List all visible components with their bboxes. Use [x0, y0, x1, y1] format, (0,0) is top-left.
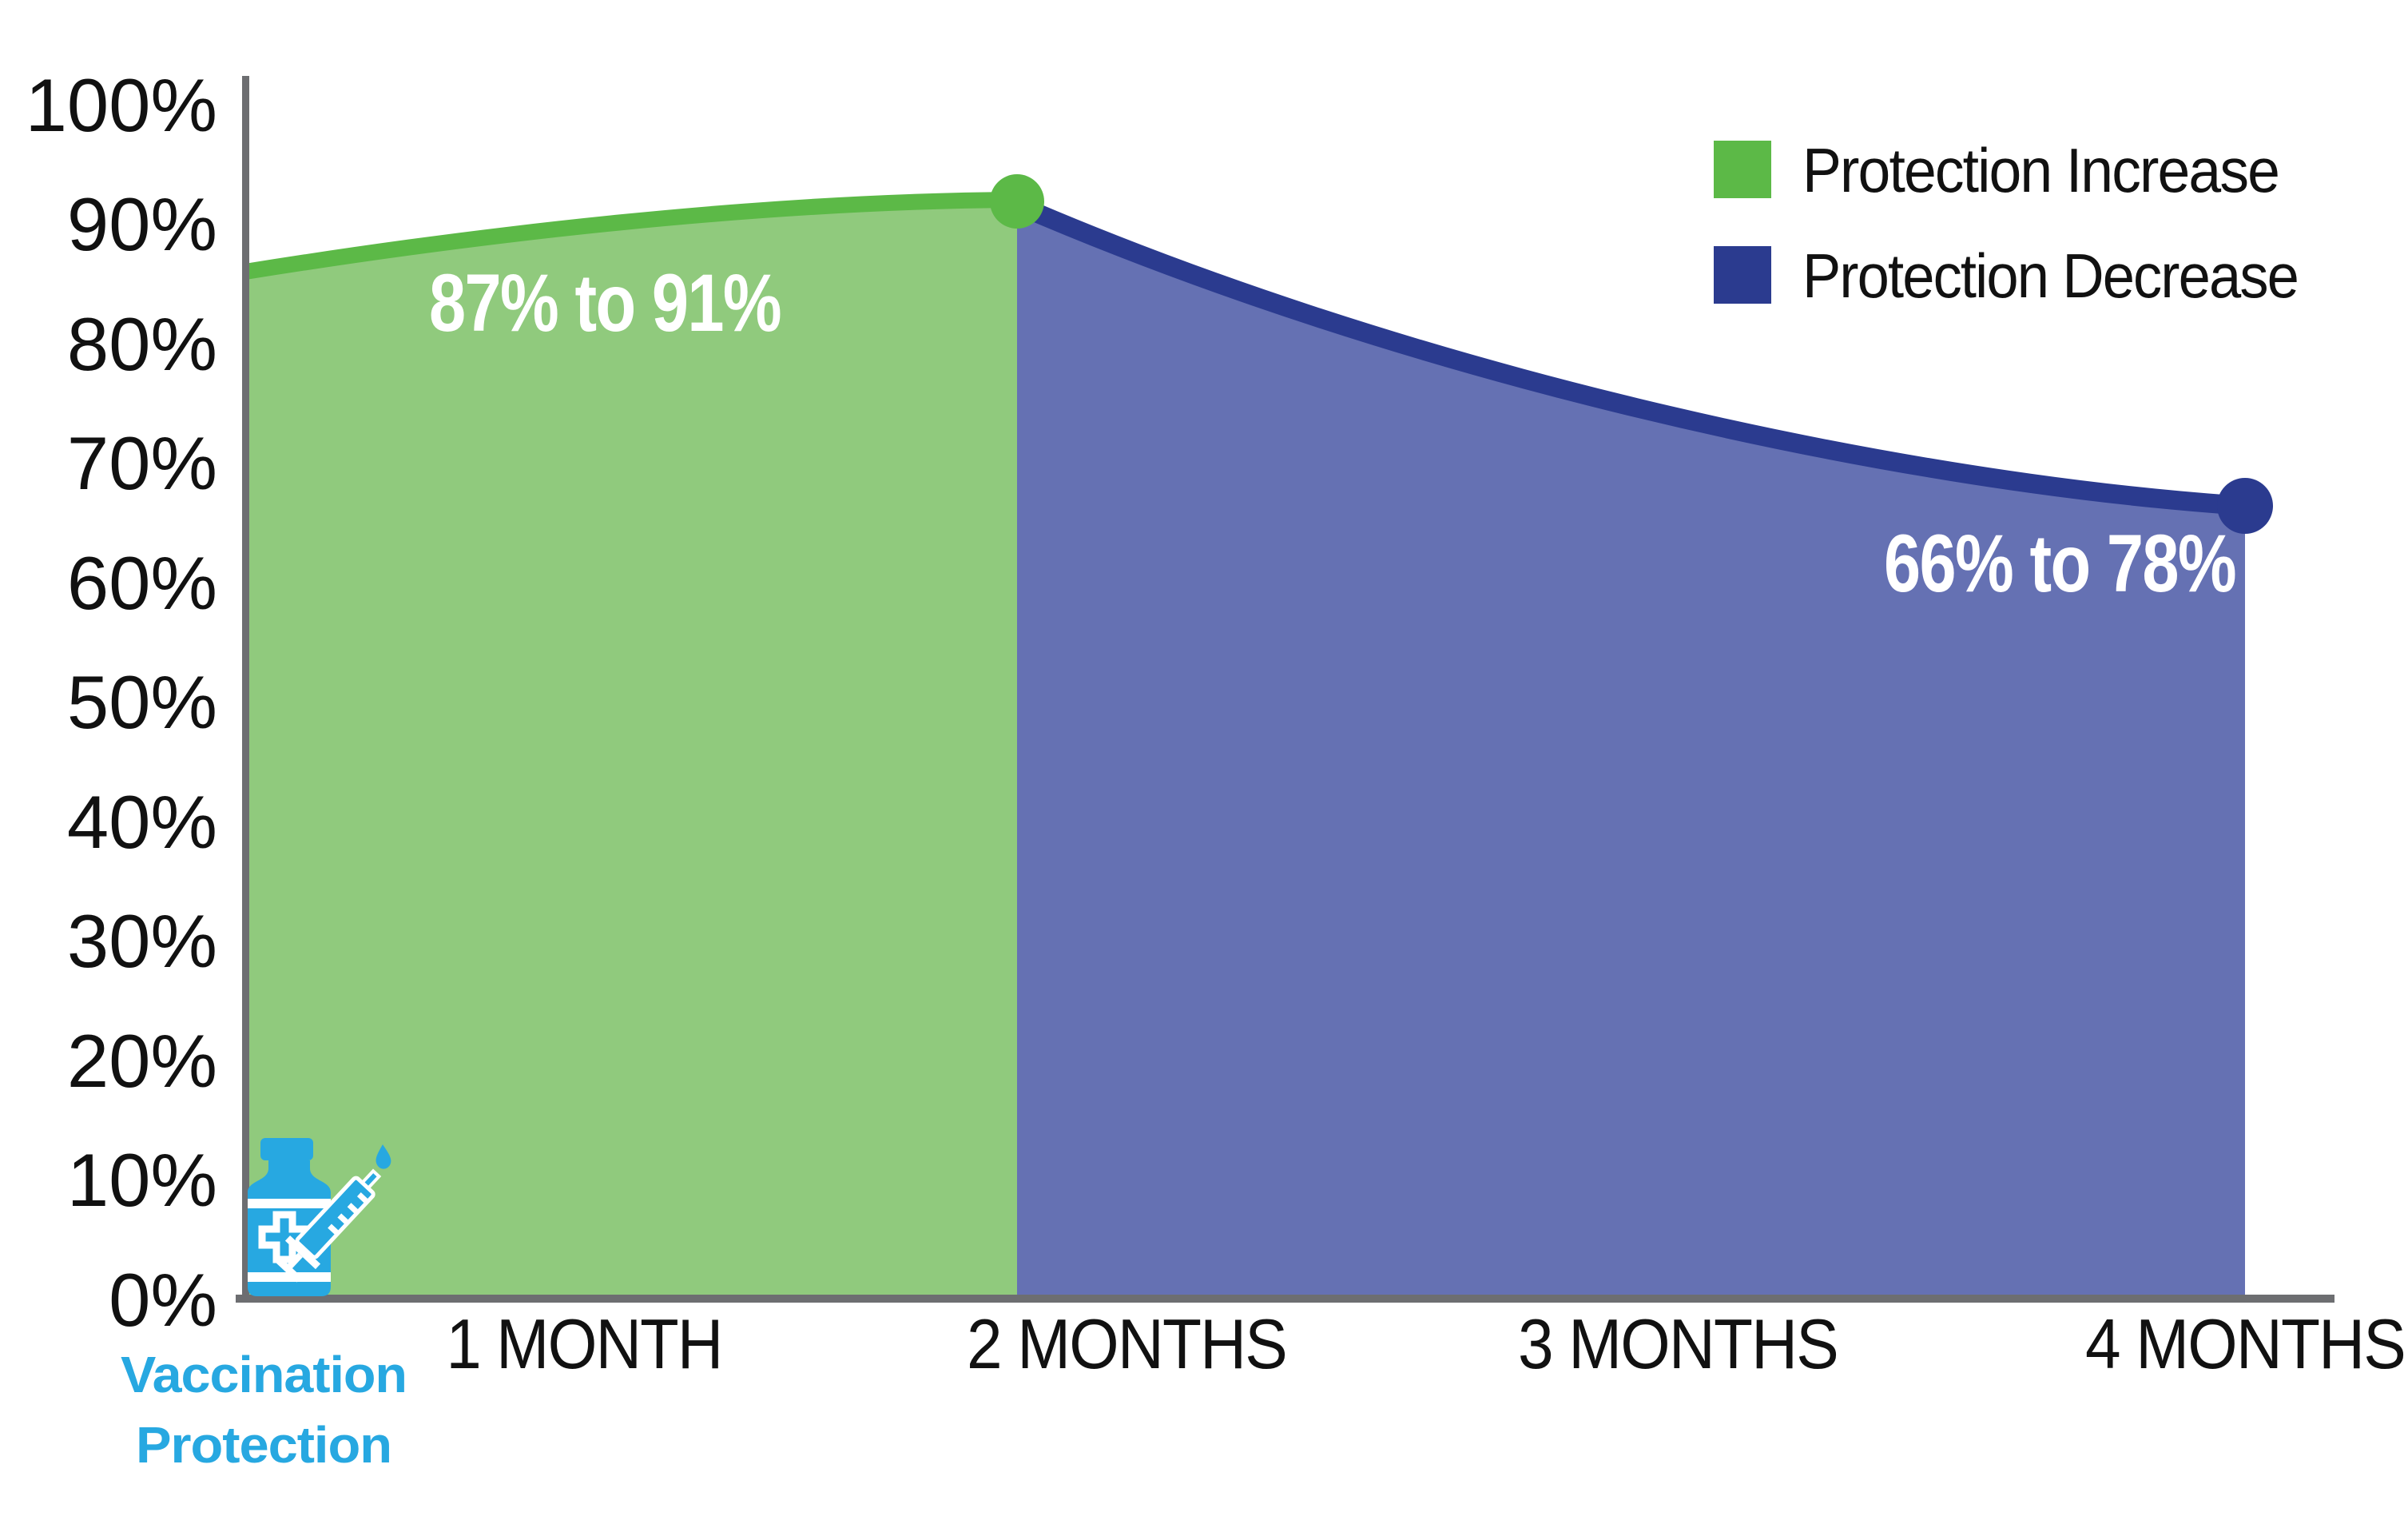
y-tick-label: 80%: [67, 302, 217, 386]
y-tick-label: 100%: [26, 63, 217, 147]
x-tick-label: 1 MONTH: [447, 1304, 722, 1383]
y-tick-label: 70%: [67, 421, 217, 505]
origin-label-line2: Protection: [136, 1416, 391, 1474]
vial-stripe-top: [248, 1199, 331, 1208]
line-protection-increase: [244, 192, 1018, 280]
x-axis-line: [236, 1295, 2334, 1303]
y-tick-label: 0%: [109, 1258, 217, 1342]
end-point-marker: [2217, 478, 2273, 534]
x-tick-label: 4 MONTHS: [2085, 1304, 2405, 1383]
area-protection-decrease: [1017, 205, 2245, 1298]
annotation-decrease-range: 66% to 78%: [1884, 518, 2235, 609]
annotation-increase-range: 87% to 91%: [429, 257, 781, 348]
y-tick-label: 50%: [67, 660, 217, 744]
x-tick-label: 2 MONTHS: [967, 1304, 1286, 1383]
legend: Protection Increase Protection Decrease: [1714, 135, 2299, 311]
legend-swatch-decrease: [1714, 246, 1771, 304]
line-protection-decrease: [1013, 195, 2246, 515]
vaccine-vial-syringe-icon: [248, 1138, 391, 1296]
y-axis-line: [242, 76, 249, 1302]
origin-label-line1: Vaccination: [121, 1346, 407, 1403]
vial-cap: [260, 1138, 313, 1160]
y-tick-label: 20%: [67, 1019, 217, 1103]
y-tick-label: 40%: [67, 780, 217, 864]
legend-label-increase: Protection Increase: [1802, 135, 2279, 205]
y-tick-label: 60%: [67, 541, 217, 625]
legend-swatch-increase: [1714, 141, 1771, 198]
y-tick-label: 90%: [67, 182, 217, 266]
droplet-icon: [376, 1144, 391, 1169]
y-tick-label: 10%: [67, 1138, 217, 1222]
peak-point-marker: [990, 174, 1044, 229]
y-tick-label: 30%: [67, 899, 217, 983]
vial-stripe-bottom: [248, 1272, 331, 1282]
x-tick-label: 3 MONTHS: [1518, 1304, 1838, 1383]
syringe-icon: [273, 1168, 382, 1283]
legend-label-decrease: Protection Decrease: [1802, 241, 2298, 311]
area-protection-increase: [245, 200, 1017, 1298]
